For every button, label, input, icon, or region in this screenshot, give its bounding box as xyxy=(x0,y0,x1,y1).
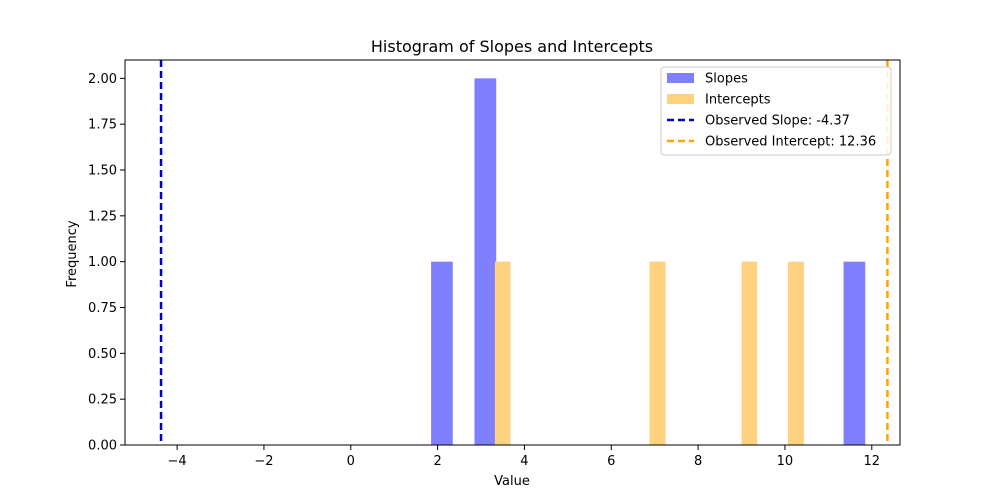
x-tick-label: −4 xyxy=(168,454,187,469)
x-tick-label: 0 xyxy=(347,454,355,469)
reference-lines-layer xyxy=(159,60,889,445)
slopes-bar-2 xyxy=(843,261,866,445)
y-tick-label: 1.50 xyxy=(88,164,117,179)
x-tick-label: 10 xyxy=(777,454,794,469)
slopes-bar-1 xyxy=(474,78,497,445)
y-tick-label: 1.00 xyxy=(88,255,117,270)
chart-title: Histogram of Slopes and Intercepts xyxy=(371,37,653,56)
legend-swatch xyxy=(667,73,694,83)
intercepts-bar-0 xyxy=(494,261,511,445)
y-axis-title: Frequency xyxy=(65,220,80,287)
intercepts-bar-1 xyxy=(649,261,666,445)
plot-frame xyxy=(124,59,901,446)
legend-label: Observed Intercept: 12.36 xyxy=(705,135,876,150)
x-tick-label: 6 xyxy=(607,454,615,469)
legend-swatch xyxy=(667,94,694,104)
y-tick-label: 0.75 xyxy=(88,301,117,316)
x-tick-label: 8 xyxy=(694,454,702,469)
legend-label: Slopes xyxy=(705,72,748,87)
y-tick-label: 0.00 xyxy=(88,439,117,454)
x-axis-title: Value xyxy=(494,474,530,489)
legend: Slopes Intercepts Observed Slope: -4.37 Obs… xyxy=(660,66,892,156)
slopes-bar-0 xyxy=(431,261,453,445)
bars-layer xyxy=(431,78,866,445)
x-tick-label: −2 xyxy=(254,454,273,469)
intercepts-bar-2 xyxy=(741,261,758,445)
x-tick-label: 2 xyxy=(433,454,441,469)
x-axis-ticks: −4 −2 0 2 4 6 8 10 12 xyxy=(168,445,881,469)
y-tick-label: 0.50 xyxy=(88,347,117,362)
y-axis-ticks: 0.00 0.25 0.50 0.75 1.00 1.25 1.50 1.75 2.00 xyxy=(88,72,125,454)
legend-box xyxy=(660,66,892,156)
legend-label: Intercepts xyxy=(705,93,771,108)
y-tick-label: 1.25 xyxy=(88,209,117,224)
y-tick-label: 2.00 xyxy=(88,72,117,87)
y-tick-label: 0.25 xyxy=(88,393,117,408)
x-tick-label: 12 xyxy=(864,454,881,469)
legend-label: Observed Slope: -4.37 xyxy=(705,114,850,129)
y-tick-label: 1.75 xyxy=(88,118,117,133)
x-tick-label: 4 xyxy=(520,454,528,469)
intercepts-bar-3 xyxy=(787,261,805,445)
